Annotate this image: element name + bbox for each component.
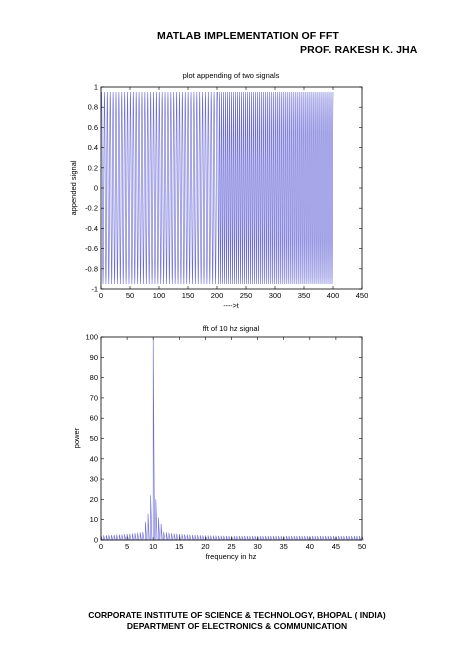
x-tick-label: 10 [149,542,157,551]
chart-time-signal: plot appending of two signals 0 50 100 150 2… [69,71,368,310]
x-tick-label: 50 [126,291,134,300]
x-tick-label: 350 [298,291,311,300]
y-tick-label: -0.4 [85,224,98,233]
appended-signal-line [101,92,334,284]
y-tick-label: 0.4 [88,143,98,152]
y-tick-label: 100 [85,333,98,342]
y-tick-label: 0.6 [88,123,98,132]
y-axis-label: appended signal [69,160,78,215]
x-tick-label: 5 [125,542,129,551]
x-tick-label: 20 [201,542,209,551]
x-axis-label: frequency in hz [206,552,257,561]
x-tick-label: 250 [240,291,253,300]
y-axis: -1 -0.8 -0.6 -0.4 -0.2 0 0.2 0.4 0.6 0.8 1 [85,83,362,294]
series-line [100,336,364,541]
y-tick-label: 10 [90,515,98,524]
x-tick-label: 50 [358,542,366,551]
y-tick-label: 80 [90,373,98,382]
y-tick-label: -0.8 [85,264,98,273]
y-tick-label: 90 [90,353,98,362]
y-tick-label: 70 [90,393,98,402]
x-tick-label: 45 [332,542,340,551]
y-axis-label: power [72,427,81,448]
x-tick-label: 450 [356,291,369,300]
y-tick-label: 60 [90,414,98,423]
x-tick-label: 0 [99,542,103,551]
y-tick-label: -0.6 [85,244,98,253]
x-tick-label: 15 [175,542,183,551]
page-title: MATLAB IMPLEMENTATION OF FFT [157,30,339,42]
x-tick-label: 0 [99,291,103,300]
x-tick-label: 150 [182,291,195,300]
y-tick-label: 20 [90,495,98,504]
y-tick-label: 50 [90,434,98,443]
y-axis: 0 10 20 30 40 50 60 70 80 90 100 [85,333,362,545]
x-tick-label: 40 [306,542,314,551]
y-tick-label: 0.8 [88,103,98,112]
x-tick-label: 400 [327,291,340,300]
x-axis-label: ---->t [223,303,238,310]
chart-title: plot appending of two signals [183,71,280,80]
chart-title: fft of 10 hz signal [203,324,260,333]
y-tick-label: 30 [90,475,98,484]
plot-frame [100,336,363,541]
x-axis: 0 50 100 150 200 250 300 350 400 450 [99,87,368,300]
x-tick-label: 300 [269,291,282,300]
x-tick-label: 100 [153,291,166,300]
y-tick-label: -1 [91,285,98,294]
y-tick-label: 0 [94,184,98,193]
author-name: PROF. RAKESH K. JHA [300,44,418,56]
y-tick-label: 1 [94,83,98,92]
y-tick-label: 40 [90,454,98,463]
x-tick-label: 30 [253,542,261,551]
y-tick-label: 0.2 [88,163,98,172]
series-line [101,92,334,284]
footer-department: DEPARTMENT OF ELECTRONICS & COMMUNICATIO… [126,621,348,631]
x-tick-label: 25 [227,542,235,551]
y-tick-label: -0.2 [85,204,98,213]
x-tick-label: 35 [280,542,288,551]
x-axis: 0 5 10 15 20 25 30 35 40 45 50 [99,337,366,551]
chart-fft: fft of 10 hz signal 0 5 10 15 20 25 30 35 40 45 50… [72,324,366,561]
y-tick-label: 0 [94,536,98,545]
x-tick-label: 200 [211,291,224,300]
footer-institute: CORPORATE INSTITUTE OF SCIENCE & TECHNOL… [88,610,386,620]
spectrum-line [100,336,364,541]
